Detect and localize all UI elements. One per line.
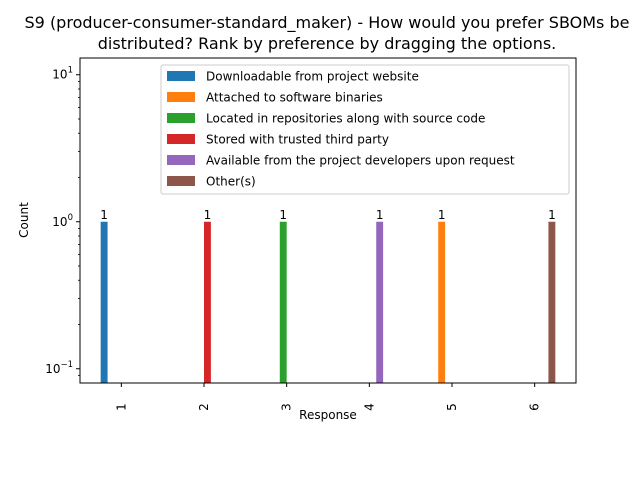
bar-3-series-3 bbox=[279, 221, 287, 383]
bars-group bbox=[100, 221, 556, 383]
bar-value-label: 1 bbox=[438, 208, 446, 222]
legend-label: Stored with trusted third party bbox=[206, 133, 389, 147]
legend-frame bbox=[160, 64, 570, 195]
legend-items: Downloadable from project website Attache… bbox=[167, 70, 515, 189]
bar-labels-group: 1 1 1 1 1 1 bbox=[100, 208, 555, 222]
x-axis-label: Response bbox=[299, 408, 357, 422]
legend-label: Located in repositories along with sourc… bbox=[206, 112, 485, 126]
x-tick-label: 2 bbox=[197, 403, 211, 411]
y-axis-label: Count bbox=[17, 202, 31, 238]
legend-label: Attached to software binaries bbox=[206, 91, 383, 105]
x-tick-label: 6 bbox=[528, 403, 542, 411]
legend-label: Other(s) bbox=[206, 175, 256, 189]
legend: Downloadable from project website Attache… bbox=[160, 64, 570, 195]
bar-value-label: 1 bbox=[548, 208, 556, 222]
legend-label: Downloadable from project website bbox=[206, 70, 419, 84]
bar-4-series-5 bbox=[376, 221, 384, 383]
legend-swatch bbox=[167, 155, 195, 165]
bar-value-label: 1 bbox=[279, 208, 287, 222]
x-axis-ticks: 1 2 3 4 5 6 bbox=[114, 383, 542, 411]
x-tick-label: 3 bbox=[280, 403, 294, 411]
bar-value-label: 1 bbox=[376, 208, 384, 222]
legend-swatch bbox=[167, 113, 195, 123]
bar-1-series-1 bbox=[100, 221, 108, 383]
legend-swatch bbox=[167, 71, 195, 81]
y-tick-label: 101 bbox=[52, 66, 73, 82]
y-axis-ticks: 101 100 10−1 bbox=[45, 66, 80, 376]
bar-2-series-4 bbox=[204, 221, 211, 383]
legend-label: Available from the project developers up… bbox=[206, 154, 515, 168]
legend-swatch bbox=[167, 176, 195, 186]
y-tick-label: 10−1 bbox=[45, 360, 73, 376]
chart-title-line-2: distributed? Rank by preference by dragg… bbox=[98, 34, 557, 53]
plot-area-frame bbox=[79, 57, 577, 384]
y-tick-label: 100 bbox=[52, 213, 73, 229]
legend-swatch bbox=[167, 92, 195, 102]
chart-title-line-1: S9 (producer-consumer-standard_maker) - … bbox=[25, 13, 630, 33]
legend-swatch bbox=[167, 134, 195, 144]
x-tick-label: 1 bbox=[114, 403, 128, 411]
bar-value-label: 1 bbox=[100, 208, 108, 222]
bar-value-label: 1 bbox=[204, 208, 212, 222]
x-tick-label: 4 bbox=[362, 403, 376, 411]
x-tick-label: 5 bbox=[445, 403, 459, 411]
bar-5-series-2 bbox=[438, 221, 446, 383]
bar-6-series-6 bbox=[548, 221, 556, 383]
